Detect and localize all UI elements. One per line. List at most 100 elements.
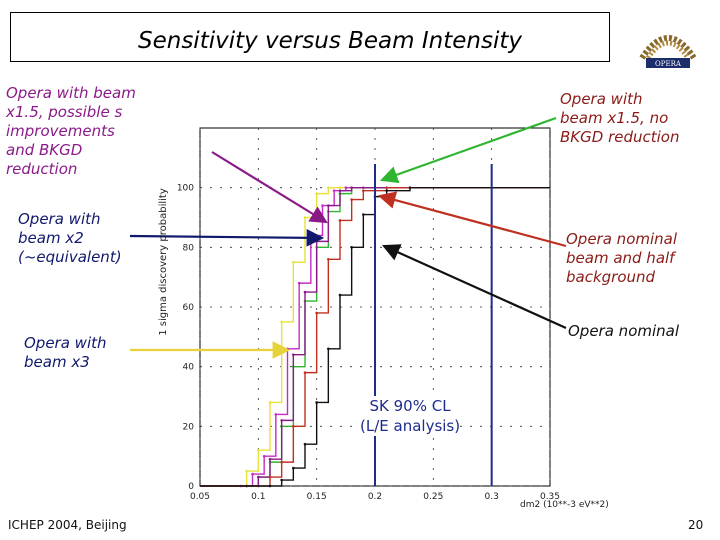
- series-point-4: [280, 460, 283, 464]
- annotation-line: background: [566, 268, 656, 286]
- title-box: [10, 12, 610, 62]
- annotation-arrow-purple: [211, 151, 328, 224]
- annotation-line: and BKGD: [6, 141, 83, 159]
- series-line-3: [200, 186, 550, 487]
- y-tick-label: 0: [188, 482, 194, 492]
- series-point-4: [327, 257, 330, 261]
- annotation-line: improvements: [6, 122, 115, 140]
- series-point-5: [338, 293, 342, 297]
- series-point-3: [257, 475, 260, 479]
- series-point-3: [338, 189, 342, 192]
- page-number: 20: [688, 518, 704, 532]
- series-point-1: [297, 281, 301, 285]
- series-point-4: [292, 425, 295, 428]
- series-point-0: [327, 186, 330, 189]
- annotation-line: x1.5, possible s: [6, 103, 123, 121]
- annotation-arrow-red: [377, 191, 567, 248]
- annotation-arrow-blue: [129, 229, 325, 247]
- annotation-line: Opera with: [560, 90, 643, 108]
- opera-logo: OPERA: [636, 14, 700, 74]
- series-point-1: [262, 454, 266, 458]
- series-point-4: [362, 189, 365, 192]
- sk-line-1: SK 90% CL: [369, 397, 451, 415]
- annotation-arrow-black: [381, 244, 567, 330]
- sk-annotation: SK 90% CL (L/E analysis): [360, 396, 461, 436]
- annotation-line: Opera with beam: [6, 84, 136, 102]
- y-tick-label: 40: [183, 363, 195, 373]
- series-point-5: [292, 466, 295, 470]
- x-tick-label: 0.25: [423, 492, 443, 502]
- y-tick-label: 100: [177, 184, 194, 194]
- series-point-5: [268, 484, 272, 488]
- annotation-beam15-no-bkgd: Opera with beam x1.5, no BKGD reduction: [560, 90, 679, 147]
- y-tick-label: 20: [183, 422, 195, 432]
- series-point-0: [315, 192, 318, 195]
- series-point-0: [292, 260, 295, 264]
- x-tick-label: 0.15: [307, 492, 327, 502]
- y-tick-label: 80: [183, 243, 195, 253]
- series-point-1: [309, 234, 313, 237]
- series-point-0: [245, 469, 248, 473]
- series-point-5: [350, 246, 353, 249]
- annotation-line: BKGD reduction: [560, 128, 680, 146]
- x-tick-label: 0.1: [251, 492, 265, 502]
- annotation-line: Opera nominal: [568, 322, 680, 340]
- series-point-1: [344, 186, 348, 189]
- series-point-3: [327, 204, 330, 207]
- footer-conference: ICHEP 2004, Beijing: [8, 518, 127, 532]
- y-axis-label: 1 sigma discovery probability: [158, 188, 169, 336]
- series-point-0: [268, 401, 272, 404]
- series-point-5: [385, 189, 388, 192]
- sk-line-2: (L/E analysis): [360, 417, 461, 435]
- series-point-3: [292, 353, 295, 357]
- annotation-line: beam and half: [566, 249, 675, 267]
- annotation-line: Opera with: [18, 210, 101, 228]
- annotation-line: Opera nominal: [566, 230, 678, 248]
- series-point-0: [303, 216, 307, 219]
- series-point-0: [338, 186, 342, 189]
- y-tick-label: 60: [183, 303, 195, 313]
- series-point-3: [280, 419, 283, 422]
- series-point-3: [315, 240, 318, 243]
- annotation-line: beam x3: [24, 353, 90, 371]
- series-point-3: [268, 457, 272, 461]
- series-point-1: [332, 189, 336, 192]
- x-tick-label: 0.35: [540, 492, 560, 502]
- series-point-4: [303, 371, 307, 374]
- x-tick-label: 0.2: [368, 492, 382, 502]
- series-point-4: [315, 311, 318, 315]
- annotation-line: (~equivalent): [18, 248, 122, 266]
- x-tick-label: 0.05: [190, 492, 210, 502]
- series-point-0: [257, 448, 260, 452]
- x-tick-label: 0.3: [485, 492, 499, 502]
- annotation-line: reduction: [6, 160, 78, 178]
- series-point-1: [274, 413, 278, 416]
- series-point-5: [362, 213, 365, 216]
- series-point-3: [303, 290, 307, 294]
- svg-text:OPERA: OPERA: [655, 60, 682, 68]
- series-point-3: [350, 186, 353, 189]
- annotation-nominal: Opera nominal: [568, 322, 679, 341]
- series-point-4: [350, 198, 353, 201]
- series-point-5: [280, 478, 283, 482]
- annotation-line: beam x2: [18, 229, 84, 247]
- series-line-0: [200, 186, 550, 487]
- series-point-1: [321, 204, 324, 207]
- annotation-line: Opera with: [24, 334, 107, 352]
- series-point-5: [408, 186, 412, 189]
- annotation-beam3: Opera with beam x3: [24, 334, 107, 372]
- slide-title: Sensitivity versus Beam Intensity: [138, 28, 522, 54]
- series-point-1: [251, 472, 254, 476]
- series-point-0: [280, 320, 283, 324]
- series-point-5: [303, 442, 307, 446]
- series-point-5: [315, 401, 318, 404]
- annotation-beam15-s-bkgd: Opera with beam x1.5, possible s improve…: [6, 84, 136, 179]
- x-axis-label: dm2 (10**-3 eV**2): [520, 500, 609, 510]
- annotation-nominal-half-bkg: Opera nominal beam and half background: [566, 230, 677, 287]
- annotation-beam2: Opera with beam x2 (~equivalent): [18, 210, 122, 267]
- series-point-4: [268, 475, 272, 479]
- annotation-line: beam x1.5, no: [560, 109, 669, 127]
- annotation-arrow-green: [379, 116, 557, 184]
- series-point-4: [338, 219, 342, 222]
